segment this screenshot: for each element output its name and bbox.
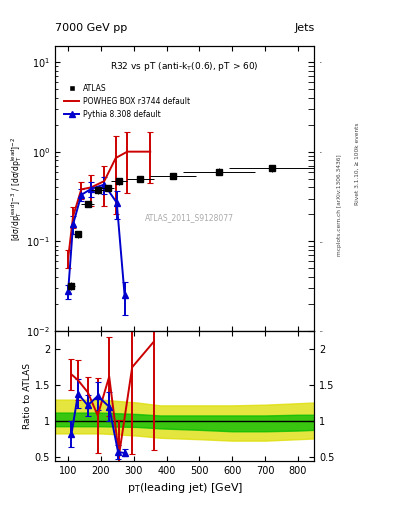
Text: R32 vs pT (anti-k$_\mathsf{T}$(0.6), pT > 60): R32 vs pT (anti-k$_\mathsf{T}$(0.6), pT … xyxy=(110,60,259,73)
Y-axis label: Ratio to ATLAS: Ratio to ATLAS xyxy=(23,363,32,429)
Legend: ATLAS, POWHEG BOX r3744 default, Pythia 8.308 default: ATLAS, POWHEG BOX r3744 default, Pythia … xyxy=(64,84,190,119)
Text: Jets: Jets xyxy=(294,23,314,33)
X-axis label: $p_T$(leading jet) [GeV]: $p_T$(leading jet) [GeV] xyxy=(127,481,243,495)
Y-axis label: $[\mathrm{d}\sigma/\mathrm{d}p_T^\mathrm{lead}]^{-3}$ / $[\mathrm{d}\sigma/\math: $[\mathrm{d}\sigma/\mathrm{d}p_T^\mathrm… xyxy=(9,137,24,241)
Text: mcplots.cern.ch [arXiv:1306.3436]: mcplots.cern.ch [arXiv:1306.3436] xyxy=(338,154,342,255)
Text: 7000 GeV pp: 7000 GeV pp xyxy=(55,23,127,33)
Text: Rivet 3.1.10, ≥ 100k events: Rivet 3.1.10, ≥ 100k events xyxy=(355,122,360,205)
Text: ATLAS_2011_S9128077: ATLAS_2011_S9128077 xyxy=(145,212,234,222)
